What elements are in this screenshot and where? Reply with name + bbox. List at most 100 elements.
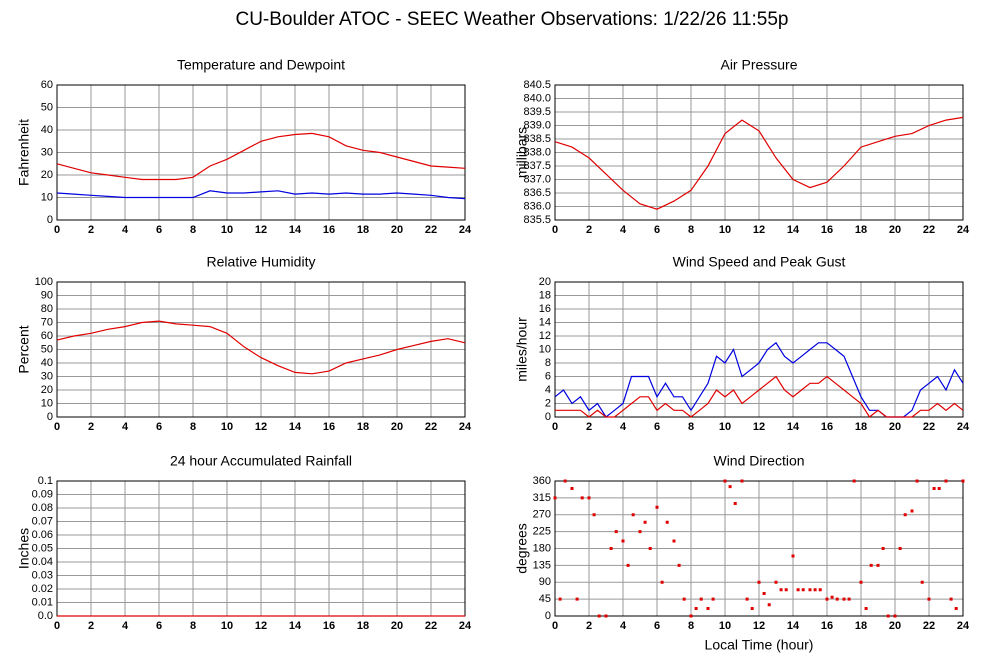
y-tick-label: 0 [47,411,53,423]
x-tick-label: 18 [357,620,369,632]
chart-title: Air Pressure [720,57,797,73]
x-tick-label: 0 [54,224,60,236]
x-tick-label: 18 [855,224,867,236]
y-tick-label: 50 [41,101,53,113]
point [932,487,936,490]
x-tick-label: 2 [88,620,94,632]
y-tick-label: 90 [41,289,53,301]
point [728,485,732,489]
point [643,520,647,524]
y-tick-label: 0.06 [32,529,53,541]
point [859,580,863,584]
point [750,607,754,610]
x-tick-label: 8 [688,620,694,632]
x-tick-label: 6 [156,224,162,236]
x-tick-label: 18 [855,620,867,632]
point [893,614,897,618]
point [745,597,749,601]
y-tick-label: 135 [533,559,551,571]
point [818,588,822,592]
point [954,607,958,610]
y-tick-label: 0 [47,214,53,226]
x-tick-label: 2 [88,421,94,433]
point [762,592,766,595]
x-tick-label: 22 [425,620,437,632]
x-tick-label: 14 [787,620,800,632]
x-tick-label: 24 [957,224,970,236]
y-tick-label: 20 [41,169,53,181]
x-tick-label: 6 [654,620,660,632]
chart-title: 24 hour Accumulated Rainfall [170,453,352,469]
point [604,614,608,618]
point [711,597,715,601]
x-tick-label: 18 [357,224,369,236]
x-tick-label: 4 [122,421,129,433]
x-tick-label: 24 [957,421,970,433]
x-tick-label: 16 [821,421,833,433]
y-tick-label: 18 [539,289,551,301]
x-tick-label: 10 [719,421,731,433]
y-tick-label: 30 [41,146,53,158]
x-tick-label: 24 [957,620,970,632]
x-tick-label: 24 [459,620,472,632]
y-tick-label: 0.05 [32,542,53,554]
y-tick-label: 840.0 [523,92,551,104]
x-tick-label: 6 [654,224,660,236]
y-tick-label: 10 [41,397,53,409]
point [927,597,931,601]
chart-title: Wind Speed and Peak Gust [673,254,846,270]
y-tick-label: 70 [41,316,53,328]
point [558,597,562,601]
y-tick-label: 50 [41,343,53,355]
x-tick-label: 20 [889,421,901,433]
point [915,479,919,483]
x-tick-label: 10 [221,421,233,433]
point [791,554,795,558]
y-tick-label: 10 [539,343,551,355]
x-tick-label: 24 [459,421,472,433]
y-axis-label: Inches [16,528,32,569]
x-tick-label: 10 [719,620,731,632]
y-tick-label: 40 [41,357,53,369]
x-tick-label: 4 [620,620,627,632]
y-tick-label: 360 [533,475,551,487]
point [847,597,851,601]
point [677,563,681,567]
point [575,597,579,601]
point [864,607,868,610]
x-tick-label: 16 [821,224,833,236]
x-tick-label: 2 [586,421,592,433]
y-tick-label: 8 [545,357,551,369]
y-axis-label: degrees [514,523,530,574]
x-tick-label: 10 [221,224,233,236]
point [689,614,693,618]
x-tick-label: 8 [688,421,694,433]
x-tick-label: 16 [323,421,335,433]
y-tick-label: 838.5 [523,133,551,145]
x-tick-label: 4 [122,224,129,236]
plot-frame [554,84,964,221]
point [553,496,557,500]
point [626,563,630,567]
x-tick-label: 14 [787,224,800,236]
y-tick-label: 840.5 [523,79,551,91]
point [944,479,948,483]
x-tick-label: 8 [190,224,196,236]
plot-frame [554,281,964,418]
x-tick-label: 20 [391,421,403,433]
y-tick-label: 6 [545,370,551,382]
point [733,502,737,505]
point [796,588,800,592]
point [655,505,659,509]
y-axis-label: miles/hour [514,317,530,382]
x-tick-label: 14 [289,224,302,236]
y-tick-label: 0.08 [32,502,53,514]
point [665,520,669,524]
y-tick-label: 60 [41,330,53,342]
y-axis-label: Fahrenheit [16,119,32,186]
point [694,607,698,610]
x-tick-label: 22 [923,224,935,236]
x-tick-label: 22 [923,620,935,632]
x-tick-label: 14 [289,421,302,433]
x-tick-label: 6 [156,421,162,433]
